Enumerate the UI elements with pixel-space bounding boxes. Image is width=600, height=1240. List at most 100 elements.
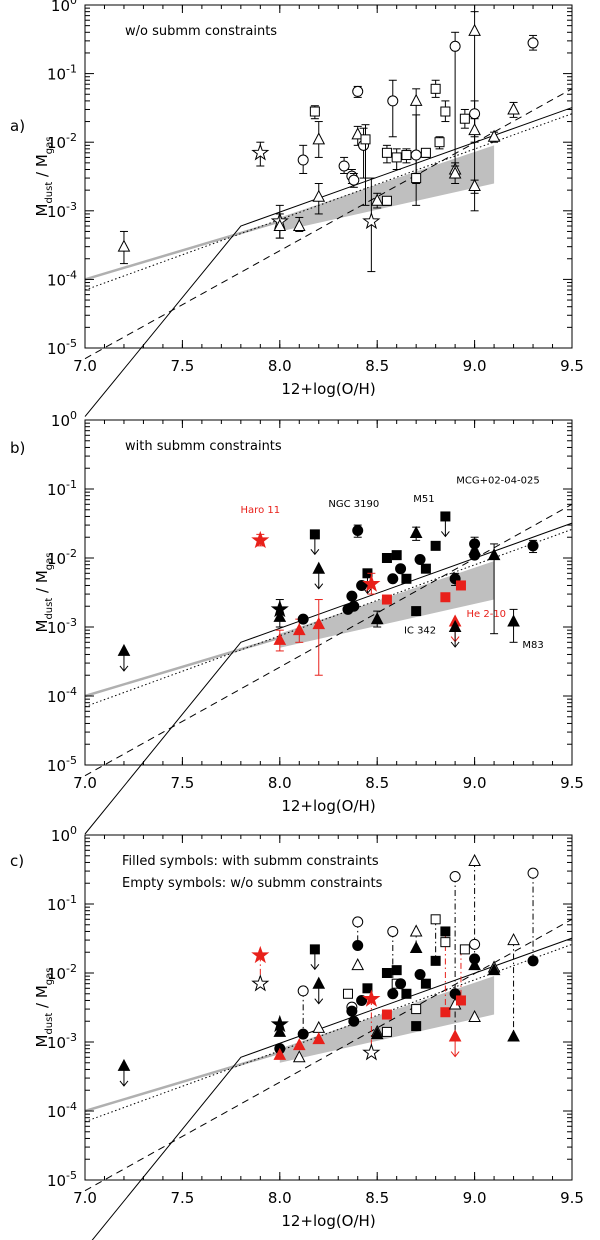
model-dashed-line <box>84 503 573 777</box>
point-star <box>251 945 270 964</box>
y-tick-label: 10-4 <box>47 268 77 289</box>
upper-limit-arrowhead <box>314 998 324 1005</box>
point-square <box>459 944 470 955</box>
x-tick-label: 8.5 <box>365 357 389 375</box>
y-tick-label: 100 <box>51 0 77 15</box>
point-circle <box>346 590 358 602</box>
panel-label: b) <box>10 439 25 457</box>
point-circle <box>297 154 309 166</box>
point-triangle <box>312 976 326 989</box>
model-dashed-line <box>84 88 573 360</box>
model-solid-line <box>84 522 573 835</box>
object-label: MCG+02-04-025 <box>456 476 540 487</box>
y-tick-label: 10-4 <box>47 685 77 706</box>
point-square <box>309 529 320 540</box>
point-star <box>362 211 381 230</box>
point-triangle <box>117 239 131 252</box>
point-circle <box>338 160 350 172</box>
point-circle <box>449 871 461 883</box>
x-tick-label: 9.5 <box>560 357 584 375</box>
point-triangle <box>351 127 365 140</box>
point-triangle <box>292 1038 306 1051</box>
point-circle <box>387 925 399 937</box>
point-triangle <box>409 940 423 954</box>
point-circle <box>395 563 407 575</box>
point-square <box>309 106 320 117</box>
point-square <box>420 563 431 574</box>
point-circle <box>414 554 426 566</box>
y-tick-label: 10-4 <box>47 1100 77 1121</box>
x-tick-label: 7.5 <box>170 774 194 792</box>
point-star <box>251 530 270 549</box>
point-circle <box>469 108 481 120</box>
model-solid-line <box>84 107 573 417</box>
object-label: M83 <box>522 640 543 651</box>
point-circle <box>297 1028 309 1040</box>
upper-limit-arrowhead <box>310 549 320 556</box>
x-tick-label: 7.5 <box>170 1189 194 1207</box>
point-star <box>251 143 270 161</box>
x-tick-label: 8.0 <box>268 357 292 375</box>
x-axis-label: 12+log(O/H) <box>281 797 375 815</box>
point-square <box>430 540 441 551</box>
point-square <box>391 152 402 163</box>
axes-frame <box>84 4 573 349</box>
point-square <box>440 926 451 937</box>
point-circle <box>348 174 360 186</box>
point-triangle <box>370 612 384 625</box>
point-square <box>440 592 451 603</box>
point-circle <box>527 955 539 967</box>
point-square <box>420 978 431 989</box>
point-square <box>362 983 373 994</box>
point-triangle <box>117 643 131 656</box>
point-circle <box>469 938 481 950</box>
point-triangle <box>487 548 501 561</box>
point-square <box>411 1004 422 1015</box>
point-triangle <box>448 166 462 179</box>
panel-note: w/o submm constraints <box>125 24 277 39</box>
point-circle <box>527 37 539 49</box>
x-axis-label: 12+log(O/H) <box>281 380 375 398</box>
y-tick-label: 10-1 <box>47 478 77 499</box>
point-triangle <box>468 1009 481 1023</box>
point-square <box>440 106 451 117</box>
x-tick-label: 9.5 <box>560 774 584 792</box>
point-square <box>455 580 466 591</box>
point-square <box>401 150 412 161</box>
point-square <box>411 173 422 184</box>
upper-limit-arrowhead <box>314 583 324 590</box>
model-dashed-line <box>84 918 573 1192</box>
point-square <box>411 1021 422 1032</box>
point-circle <box>356 579 368 591</box>
x-tick-label: 9.0 <box>463 1189 487 1207</box>
point-triangle <box>409 525 423 539</box>
point-square <box>391 965 402 976</box>
point-circle <box>352 85 364 97</box>
upper-limit-arrowhead <box>119 665 129 672</box>
point-triangle <box>351 958 365 971</box>
point-triangle <box>370 193 384 206</box>
point-circle <box>346 1005 358 1017</box>
point-triangle <box>507 102 520 115</box>
y-tick-label: 10-5 <box>47 1169 77 1190</box>
point-circle <box>469 549 481 561</box>
point-triangle <box>312 189 326 202</box>
y-tick-label: 10-1 <box>47 893 77 914</box>
point-triangle <box>487 963 501 976</box>
x-tick-label: 7.0 <box>73 774 97 792</box>
point-square <box>455 995 466 1006</box>
point-circle <box>395 978 407 990</box>
point-triangle <box>468 123 481 136</box>
point-square <box>381 195 392 206</box>
y-tick-label: 10-5 <box>47 337 77 358</box>
point-square <box>430 955 441 966</box>
point-circle <box>387 988 399 1000</box>
point-circle <box>352 916 364 928</box>
point-circle <box>387 573 399 585</box>
point-square <box>440 937 451 948</box>
upper-limit-arrowhead <box>450 641 460 648</box>
object-label: NGC 3190 <box>328 499 379 510</box>
point-triangle <box>117 1058 131 1071</box>
point-triangle <box>448 1029 462 1042</box>
